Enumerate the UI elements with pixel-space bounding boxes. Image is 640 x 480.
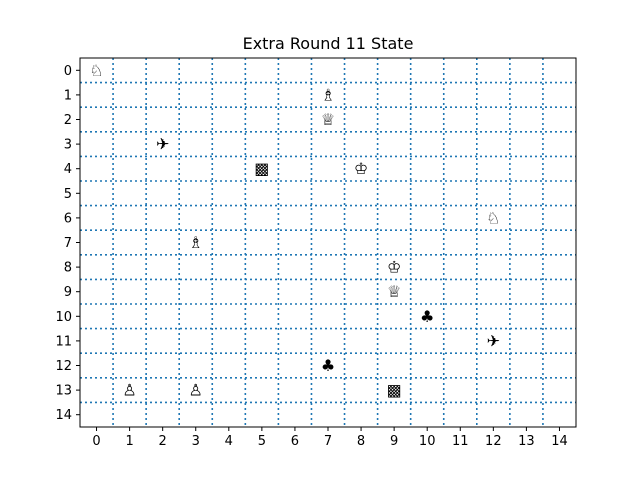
x-tick-label: 0	[92, 434, 100, 449]
checkered-square-icon: ▩	[387, 381, 402, 400]
y-tick-label: 0	[64, 64, 72, 79]
club-icon: ♣	[420, 307, 434, 326]
board-title: Extra Round 11 State	[243, 34, 414, 53]
y-tick-label: 4	[64, 162, 72, 177]
y-tick-label: 7	[64, 236, 72, 251]
white-knight-icon: ♘	[89, 61, 103, 80]
y-tick-label: 12	[55, 359, 72, 374]
x-tick-label: 2	[159, 434, 167, 449]
x-tick-label: 14	[551, 434, 568, 449]
white-king-icon: ♔	[387, 258, 401, 277]
club-icon: ♣	[321, 356, 335, 375]
white-pawn-icon: ♙	[189, 381, 203, 400]
airplane-icon: ✈	[487, 331, 500, 350]
y-tick-label: 8	[64, 261, 72, 276]
x-tick-label: 11	[452, 434, 469, 449]
y-tick-label: 5	[64, 187, 72, 202]
x-tick-label: 1	[125, 434, 133, 449]
y-tick-label: 13	[55, 384, 72, 399]
y-tick-label: 3	[64, 138, 72, 153]
x-tick-label: 7	[324, 434, 332, 449]
white-pawn-icon: ♙	[122, 381, 136, 400]
x-tick-label: 8	[357, 434, 365, 449]
white-queen-icon: ♕	[387, 282, 401, 301]
airplane-icon: ✈	[156, 135, 169, 154]
game-board: 0 1 2 3 4 5 6 7 8 9 10 11 12 13 1401234567891011121314…	[55, 57, 577, 449]
checkered-square-icon: ▩	[254, 159, 269, 178]
white-king-icon: ♔	[354, 159, 368, 178]
y-tick-label: 11	[55, 334, 72, 349]
x-tick-label: 5	[258, 434, 266, 449]
x-tick-label: 12	[485, 434, 502, 449]
white-bishop-icon: ♗	[189, 233, 203, 252]
white-queen-icon: ♕	[321, 110, 335, 129]
y-tick-label: 1	[64, 88, 72, 103]
x-tick-label: 4	[225, 434, 233, 449]
y-tick-label: 6	[64, 211, 72, 226]
x-tick-label: 9	[390, 434, 398, 449]
x-tick-label: 10	[419, 434, 436, 449]
white-knight-icon: ♘	[486, 208, 500, 227]
white-bishop-icon: ♗	[321, 85, 335, 104]
x-tick-label: 13	[518, 434, 535, 449]
x-tick-label: 3	[192, 434, 200, 449]
x-tick-label: 6	[291, 434, 299, 449]
y-tick-label: 2	[64, 113, 72, 128]
y-tick-label: 9	[64, 285, 72, 300]
y-tick-label: 14	[55, 408, 72, 423]
y-tick-label: 10	[55, 310, 72, 325]
